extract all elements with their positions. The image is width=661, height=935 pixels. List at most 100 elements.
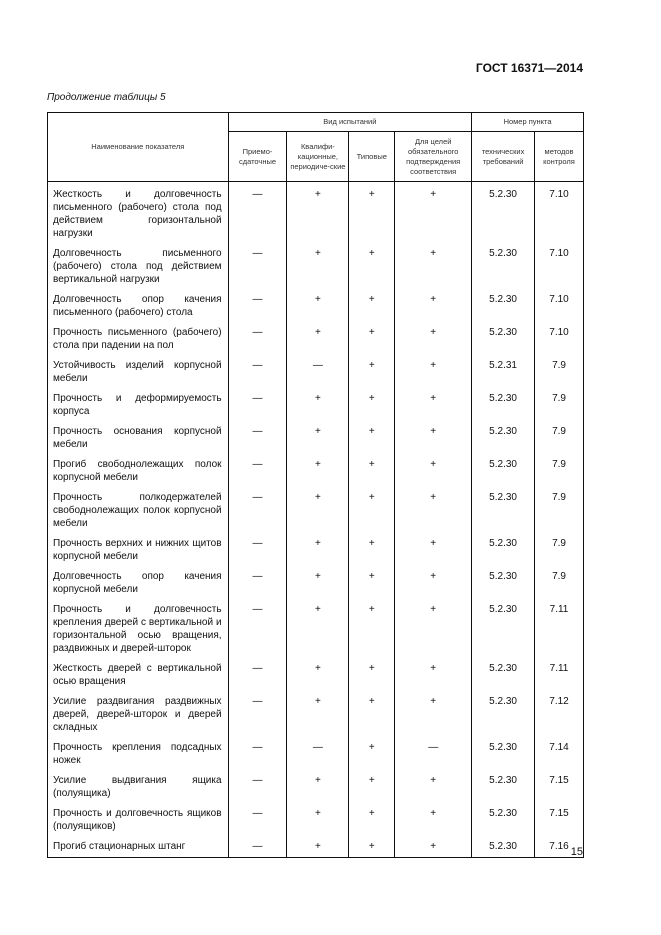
table-cell: — bbox=[227, 241, 288, 287]
table-cell: 5.2.30 bbox=[471, 531, 536, 564]
table-cell: 5.2.30 bbox=[471, 320, 536, 353]
indicator-name: Усилие выдвигания ящика (полуящика) bbox=[47, 768, 229, 801]
table-cell: 5.2.30 bbox=[471, 689, 536, 735]
table-cell: — bbox=[227, 181, 288, 241]
indicator-name: Долговечность опор качения корпусной меб… bbox=[47, 564, 229, 597]
table-cell: + bbox=[286, 834, 350, 858]
table-row: Жесткость и долговечность письменного (р… bbox=[47, 181, 584, 241]
table-row: Прочность верхних и нижних щитов корпусн… bbox=[47, 531, 584, 564]
table-row: Прочность и деформируемость корпуса — + + +5… bbox=[47, 386, 584, 419]
indicator-name: Прочность полкодержателей свободнолежащи… bbox=[47, 485, 229, 531]
table-row: Прогиб стационарных штанг — + + +5.2.30 7.16 bbox=[47, 834, 584, 858]
table-row: Прочность основания корпусной мебели — + + +… bbox=[47, 419, 584, 452]
table-cell: 5.2.30 bbox=[471, 564, 536, 597]
indicator-name: Прочность и деформируемость корпуса bbox=[47, 386, 229, 419]
table-cell: 7.11 bbox=[534, 597, 584, 656]
table-cell: — bbox=[227, 287, 288, 320]
table-cell: 5.2.30 bbox=[471, 801, 536, 834]
table-row: Усилие выдвигания ящика (полуящика) — + + +5… bbox=[47, 768, 584, 801]
table-cell: + bbox=[394, 181, 473, 241]
table-cell: + bbox=[394, 353, 473, 386]
indicator-name: Прочность и долговечность ящиков (полуящ… bbox=[47, 801, 229, 834]
header-type: Типовые bbox=[348, 131, 396, 182]
table-cell: — bbox=[227, 452, 288, 485]
table-row: Долговечность опор качения корпусной меб… bbox=[47, 564, 584, 597]
table-cell: 5.2.30 bbox=[471, 834, 536, 858]
table-cell: + bbox=[348, 241, 396, 287]
table-cell: 7.9 bbox=[534, 353, 584, 386]
table-cell: — bbox=[394, 735, 473, 768]
header-qualification: Квалифи-кационные, периодиче-ские bbox=[286, 131, 350, 182]
table-cell: + bbox=[286, 801, 350, 834]
table-cell: + bbox=[286, 597, 350, 656]
table-cell: + bbox=[286, 419, 350, 452]
table-cell: 5.2.30 bbox=[471, 485, 536, 531]
table-cell: — bbox=[227, 353, 288, 386]
indicator-name: Прочность крепления подсадных ножек bbox=[47, 735, 229, 768]
table-cell: + bbox=[348, 834, 396, 858]
table-cell: + bbox=[394, 597, 473, 656]
table-cell: + bbox=[286, 320, 350, 353]
table-cell: — bbox=[227, 768, 288, 801]
table-cell: — bbox=[227, 531, 288, 564]
indicator-name: Прочность и долговечность крепления двер… bbox=[47, 597, 229, 656]
table-cell: — bbox=[227, 597, 288, 656]
table-cell: + bbox=[348, 419, 396, 452]
table-row: Прогиб свободнолежащих полок корпусной м… bbox=[47, 452, 584, 485]
table-row: Прочность крепления подсадных ножек — — + —5… bbox=[47, 735, 584, 768]
page-number: 15 bbox=[570, 846, 583, 858]
table-cell: + bbox=[286, 452, 350, 485]
tests-table: Наименование показателя Вид испытаний Но… bbox=[47, 112, 584, 858]
table-cell: 7.10 bbox=[534, 181, 584, 241]
table-cell: — bbox=[286, 735, 350, 768]
header-name: Наименование показателя bbox=[47, 112, 229, 182]
table-caption: Продолжение таблицы 5 bbox=[47, 92, 166, 103]
table-cell: 7.9 bbox=[534, 531, 584, 564]
table-cell: + bbox=[394, 834, 473, 858]
table-cell: + bbox=[394, 768, 473, 801]
table-cell: 7.10 bbox=[534, 241, 584, 287]
table-cell: 7.9 bbox=[534, 386, 584, 419]
indicator-name: Жесткость дверей с вертикальной осью вра… bbox=[47, 656, 229, 689]
indicator-name: Прочность письменного (рабочего) стола п… bbox=[47, 320, 229, 353]
table-row: Прочность письменного (рабочего) стола п… bbox=[47, 320, 584, 353]
table-cell: — bbox=[227, 419, 288, 452]
table-cell: — bbox=[227, 386, 288, 419]
table-cell: — bbox=[227, 564, 288, 597]
table-cell: + bbox=[394, 564, 473, 597]
table-cell: 7.9 bbox=[534, 564, 584, 597]
table-cell: + bbox=[286, 485, 350, 531]
table-cell: + bbox=[348, 564, 396, 597]
table-cell: + bbox=[348, 181, 396, 241]
table-cell: + bbox=[348, 320, 396, 353]
table-cell: 7.9 bbox=[534, 419, 584, 452]
header-tech-requirements: технических требований bbox=[471, 131, 536, 182]
table-cell: 7.14 bbox=[534, 735, 584, 768]
table-cell: + bbox=[348, 597, 396, 656]
table-cell: — bbox=[286, 353, 350, 386]
header-control-methods: методов контроля bbox=[534, 131, 584, 182]
table-cell: 5.2.30 bbox=[471, 656, 536, 689]
table-row: Долговечность опор качения письменного (… bbox=[47, 287, 584, 320]
table-cell: 7.10 bbox=[534, 287, 584, 320]
table-cell: 5.2.30 bbox=[471, 181, 536, 241]
table-cell: 7.11 bbox=[534, 656, 584, 689]
indicator-name: Долговечность письменного (рабочего) сто… bbox=[47, 241, 229, 287]
table-cell: 7.10 bbox=[534, 320, 584, 353]
table-cell: + bbox=[348, 353, 396, 386]
table-cell: + bbox=[286, 241, 350, 287]
table-cell: — bbox=[227, 320, 288, 353]
table-row: Прочность и долговечность крепления двер… bbox=[47, 597, 584, 656]
header-conformity: Для целей обязательного подтверждения со… bbox=[394, 131, 473, 182]
table-cell: + bbox=[348, 287, 396, 320]
table-cell: 5.2.31 bbox=[471, 353, 536, 386]
table-cell: 7.9 bbox=[534, 485, 584, 531]
indicator-name: Жесткость и долговечность письменного (р… bbox=[47, 181, 229, 241]
indicator-name: Прогиб стационарных штанг bbox=[47, 834, 229, 858]
table-cell: + bbox=[394, 241, 473, 287]
header-acceptance: Приемо-сдаточные bbox=[227, 131, 288, 182]
table-cell: + bbox=[394, 801, 473, 834]
table-cell: + bbox=[286, 386, 350, 419]
table-cell: + bbox=[394, 320, 473, 353]
table-cell: + bbox=[286, 689, 350, 735]
